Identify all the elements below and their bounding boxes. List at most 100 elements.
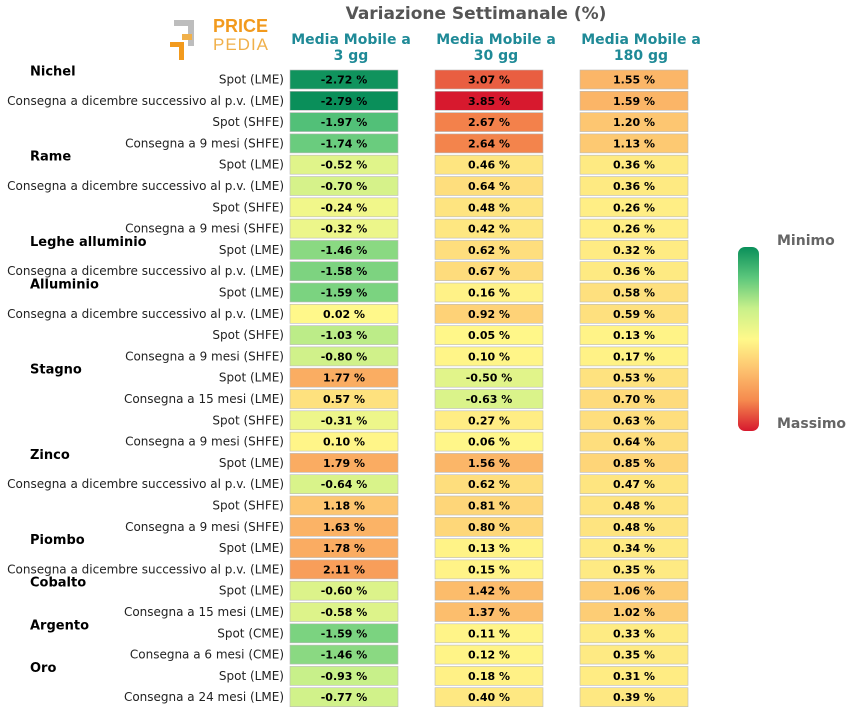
cell-value: 1.06 % — [613, 585, 655, 598]
column-header-2: Media Mobile a 30 gg — [421, 32, 571, 64]
cell-value: 0.12 % — [468, 649, 510, 662]
group-label: Argento — [30, 618, 89, 633]
heat-cell — [579, 367, 689, 388]
cell-value: 0.10 % — [468, 350, 510, 363]
cell-value: -2.72 % — [321, 74, 368, 87]
heat-cell — [579, 410, 689, 431]
heat-cell — [289, 367, 399, 388]
heat-cell — [579, 69, 689, 90]
heat-cell — [289, 218, 399, 239]
cell-value: 0.11 % — [468, 627, 510, 640]
cell-value: 0.40 % — [468, 691, 510, 704]
heat-cell — [289, 154, 399, 175]
heat-cell — [579, 261, 689, 282]
cell-value: 0.35 % — [613, 563, 655, 576]
logo-text-pedia: PEDIA — [213, 35, 270, 54]
cell-value: 2.67 % — [468, 116, 510, 129]
cell-value: 1.18 % — [323, 500, 365, 513]
cell-value: 0.05 % — [468, 329, 510, 342]
row-label: Consegna a 24 mesi (LME) — [124, 690, 284, 704]
cell-value: -2.79 % — [321, 95, 368, 108]
heat-cell — [434, 538, 544, 558]
row-label: Spot (LME) — [219, 584, 284, 598]
heat-cell — [579, 240, 689, 260]
heat-cell — [289, 602, 399, 622]
legend-min-label: Minimo — [777, 233, 835, 249]
heat-cell — [434, 133, 544, 154]
heat-cell — [579, 538, 689, 558]
cell-value: 0.36 % — [613, 265, 655, 278]
row-label: Spot (LME) — [219, 286, 284, 300]
heat-cell — [579, 431, 689, 452]
heat-cell — [289, 687, 399, 708]
heat-cell — [289, 197, 399, 218]
cell-value: 3.85 % — [468, 95, 510, 108]
row-label: Consegna a 9 mesi (SHFE) — [125, 435, 284, 449]
heat-cell — [434, 623, 544, 644]
row-label: Consegna a 9 mesi (SHFE) — [125, 349, 284, 363]
cell-value: 0.42 % — [468, 223, 510, 236]
cell-value: 0.26 % — [613, 201, 655, 214]
cell-value: 0.92 % — [468, 308, 510, 321]
cell-value: 1.42 % — [468, 585, 510, 598]
heat-cell — [579, 218, 689, 239]
cell-value: 0.27 % — [468, 414, 510, 427]
cell-value: 1.37 % — [468, 606, 510, 619]
cell-value: 0.48 % — [613, 500, 655, 513]
cell-value: -0.80 % — [321, 350, 368, 363]
heat-cell — [434, 261, 544, 282]
heat-cell — [289, 495, 399, 516]
heat-cell — [434, 176, 544, 196]
cell-value: 1.55 % — [613, 74, 655, 87]
heat-cell — [289, 240, 399, 260]
cell-value: 0.33 % — [613, 627, 655, 640]
cell-value: 1.02 % — [613, 606, 655, 619]
heat-cell — [579, 325, 689, 345]
legend-max-label: Massimo — [777, 416, 847, 432]
heat-cell — [579, 644, 689, 665]
cell-value: 0.26 % — [613, 223, 655, 236]
cell-value: 0.13 % — [613, 329, 655, 342]
heat-cell — [434, 282, 544, 303]
column-header-line: Media Mobile a — [291, 32, 411, 48]
row-label: Spot (LME) — [219, 73, 284, 87]
heat-cell — [434, 559, 544, 580]
cell-value: -0.64 % — [321, 478, 368, 491]
legend-color-bar — [738, 247, 759, 431]
heat-cell — [434, 91, 544, 111]
group-label: Leghe alluminio — [30, 235, 147, 250]
cell-value: 0.16 % — [468, 287, 510, 300]
cell-value: 0.10 % — [323, 436, 365, 449]
row-label: Consegna a 6 mesi (CME) — [130, 648, 284, 662]
heat-cell — [289, 644, 399, 665]
row-label: Spot (SHFE) — [212, 328, 284, 342]
cell-value: -0.32 % — [321, 223, 368, 236]
row-label: Consegna a dicembre successivo al p.v. (… — [7, 477, 284, 491]
heat-cell — [579, 623, 689, 644]
cell-value: 0.32 % — [613, 244, 655, 257]
cell-value: -0.63 % — [466, 393, 513, 406]
row-label: Consegna a 15 mesi (LME) — [124, 605, 284, 619]
row-label: Spot (LME) — [219, 669, 284, 683]
cell-value: 1.20 % — [613, 116, 655, 129]
heat-cell — [289, 303, 399, 324]
heat-cell — [434, 453, 544, 473]
heat-cell — [289, 410, 399, 431]
cell-value: 0.39 % — [613, 691, 655, 704]
cell-value: 0.47 % — [613, 478, 655, 491]
row-label: Spot (LME) — [219, 456, 284, 470]
heat-cell — [434, 516, 544, 537]
heat-cell — [434, 346, 544, 367]
heat-cell — [434, 666, 544, 686]
heat-cell — [289, 261, 399, 282]
heat-cell — [579, 389, 689, 409]
heat-cell — [579, 133, 689, 154]
cell-value: 0.46 % — [468, 159, 510, 172]
cell-value: 0.02 % — [323, 308, 365, 321]
heat-cell — [434, 644, 544, 665]
heat-cell — [434, 580, 544, 601]
cell-value: -0.52 % — [321, 159, 368, 172]
